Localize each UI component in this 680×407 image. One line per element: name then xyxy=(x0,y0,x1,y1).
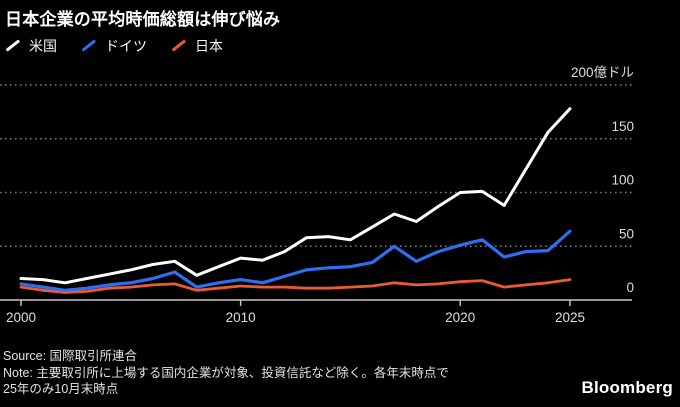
bloomberg-logo: Bloomberg xyxy=(581,378,673,397)
legend-label-japan: 日本 xyxy=(195,38,223,54)
y-axis-label-100: 100 xyxy=(611,173,634,188)
series-line-germany xyxy=(19,229,572,292)
series-line-japan xyxy=(19,278,572,294)
legend-label-germany: ドイツ xyxy=(105,38,147,54)
note-line-2: 25年のみ10月末時点 xyxy=(3,382,119,396)
chart-title: 日本企業の平均時価総額は伸び悩み xyxy=(5,10,281,29)
legend-item-japan: 日本 xyxy=(171,36,223,56)
x-axis-label-2020: 2020 xyxy=(445,310,475,325)
x-axis-label-2025: 2025 xyxy=(555,310,585,325)
legend: 米国 ドイツ 日本 xyxy=(5,36,247,56)
y-axis-label-200: 200億ドル xyxy=(571,65,634,80)
x-axis-label-2000: 2000 xyxy=(6,310,36,325)
y-axis-label-0: 0 xyxy=(626,280,634,295)
legend-item-us: 米国 xyxy=(5,36,57,56)
x-axis-label-2010: 2010 xyxy=(226,310,256,325)
y-axis-label-150: 150 xyxy=(611,119,634,134)
legend-label-us: 米国 xyxy=(29,38,57,54)
note-line-1: Note: 主要取引所に上場する国内企業が対象、投資信託など除く。各年末時点で xyxy=(3,365,449,380)
series-line-us xyxy=(19,107,572,285)
y-axis-label-50: 50 xyxy=(619,226,634,241)
footer: Source: 国際取引所連合 Note: 主要取引所に上場する国内企業が対象、… xyxy=(3,348,449,398)
legend-item-germany: ドイツ xyxy=(81,36,147,56)
source-line: Source: 国際取引所連合 xyxy=(3,349,138,363)
